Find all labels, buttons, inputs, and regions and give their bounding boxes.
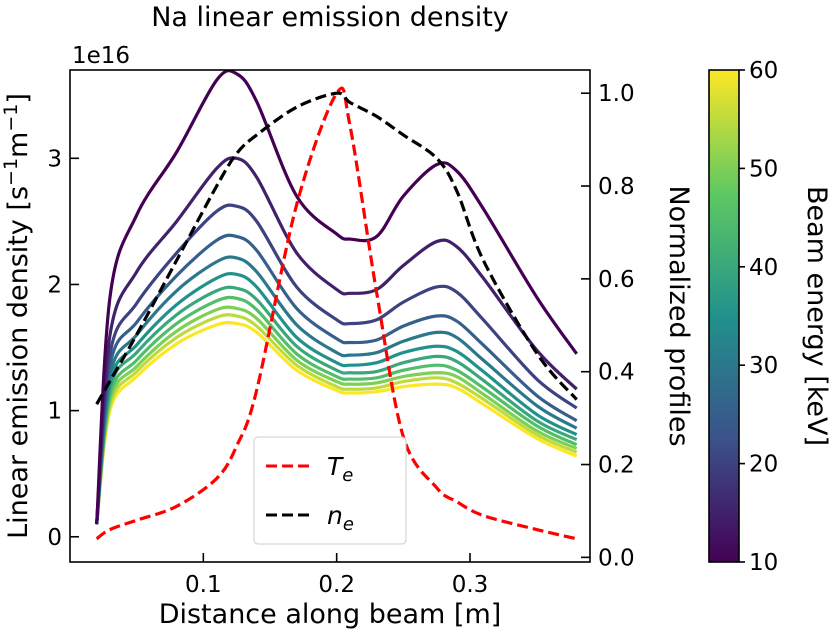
- colorbar-tick-label: 40: [749, 255, 778, 281]
- legend-ne-label: ne: [327, 501, 354, 535]
- emission-line-50kev: [95, 305, 578, 525]
- y2-axis-ticks: 0.0 0.2 0.4 0.6 0.8 1.0: [581, 81, 635, 571]
- y-offset-label: 1e16: [72, 43, 130, 69]
- x-axis-label: Distance along beam [m]: [159, 599, 502, 630]
- y-axis-label-sup1: −1: [0, 158, 22, 186]
- plot-frame: [69, 69, 591, 563]
- x-tick-label: 0.2: [318, 572, 355, 598]
- colorbar-tick-label: 60: [749, 58, 778, 84]
- y-tick-label: 2: [47, 272, 62, 298]
- legend-ne-main: n: [327, 501, 343, 530]
- emission-line-25kev: [95, 233, 578, 525]
- y-axis-label-main: Linear emission density [s: [3, 186, 34, 539]
- y-axis-label: Linear emission density [s−1m−1]: [0, 93, 34, 539]
- y-axis-label-mid: m: [3, 132, 34, 158]
- y2-tick-label: 0.4: [598, 360, 635, 386]
- emission-line-30kev: [95, 255, 578, 525]
- emission-line-15kev: [95, 156, 578, 525]
- y2-axis-label: Normalized profiles: [663, 185, 694, 446]
- y2-tick-label: 0.8: [598, 174, 635, 200]
- emission-line-45kev: [95, 295, 578, 525]
- y2-tick-label: 0.0: [598, 545, 635, 571]
- x-tick-label: 0.1: [185, 572, 222, 598]
- colorbar-label: Beam energy [keV]: [801, 186, 831, 446]
- emission-line-20kev: [95, 203, 578, 525]
- legend-box: [253, 436, 407, 545]
- emission-line-35kev: [95, 271, 578, 525]
- y-axis-label-end: ]: [3, 93, 34, 104]
- legend: Te ne: [253, 436, 407, 545]
- x-axis-ticks: 0.1 0.2 0.3: [185, 553, 488, 598]
- y-tick-label: 1: [47, 399, 62, 425]
- y2-tick-label: 1.0: [598, 81, 635, 107]
- legend-ne-sub: e: [343, 514, 354, 535]
- colorbar-tick-label: 10: [749, 550, 778, 576]
- colorbar-tick-label: 50: [749, 156, 778, 182]
- y2-tick-label: 0.6: [598, 267, 635, 293]
- colorbar-ticks: 10 20 30 40 50 60: [739, 58, 778, 576]
- series-group: [95, 70, 578, 541]
- emission-line-55kev: [95, 313, 578, 525]
- y-tick-label: 0: [47, 525, 62, 551]
- y2-tick-label: 0.2: [598, 453, 635, 479]
- y-axis-ticks: 0 1 2 3: [47, 146, 79, 551]
- legend-te-label: Te: [327, 452, 353, 486]
- colorbar-tick-label: 20: [749, 452, 778, 478]
- colorbar-tick-label: 30: [749, 353, 778, 379]
- profile-line-n-e: [95, 91, 578, 405]
- y-tick-label: 3: [47, 146, 62, 172]
- profile-line-t-e: [95, 86, 578, 541]
- x-tick-label: 0.3: [452, 572, 489, 598]
- legend-te-main: T: [327, 452, 344, 481]
- emission-line-60kev: [95, 320, 578, 525]
- legend-te-sub: e: [342, 465, 353, 486]
- y-axis-label-sup2: −1: [0, 104, 22, 132]
- colorbar: [708, 69, 740, 563]
- emission-line-40kev: [95, 285, 578, 525]
- emission-line-10kev: [95, 70, 578, 525]
- chart-title: Na linear emission density: [151, 2, 509, 33]
